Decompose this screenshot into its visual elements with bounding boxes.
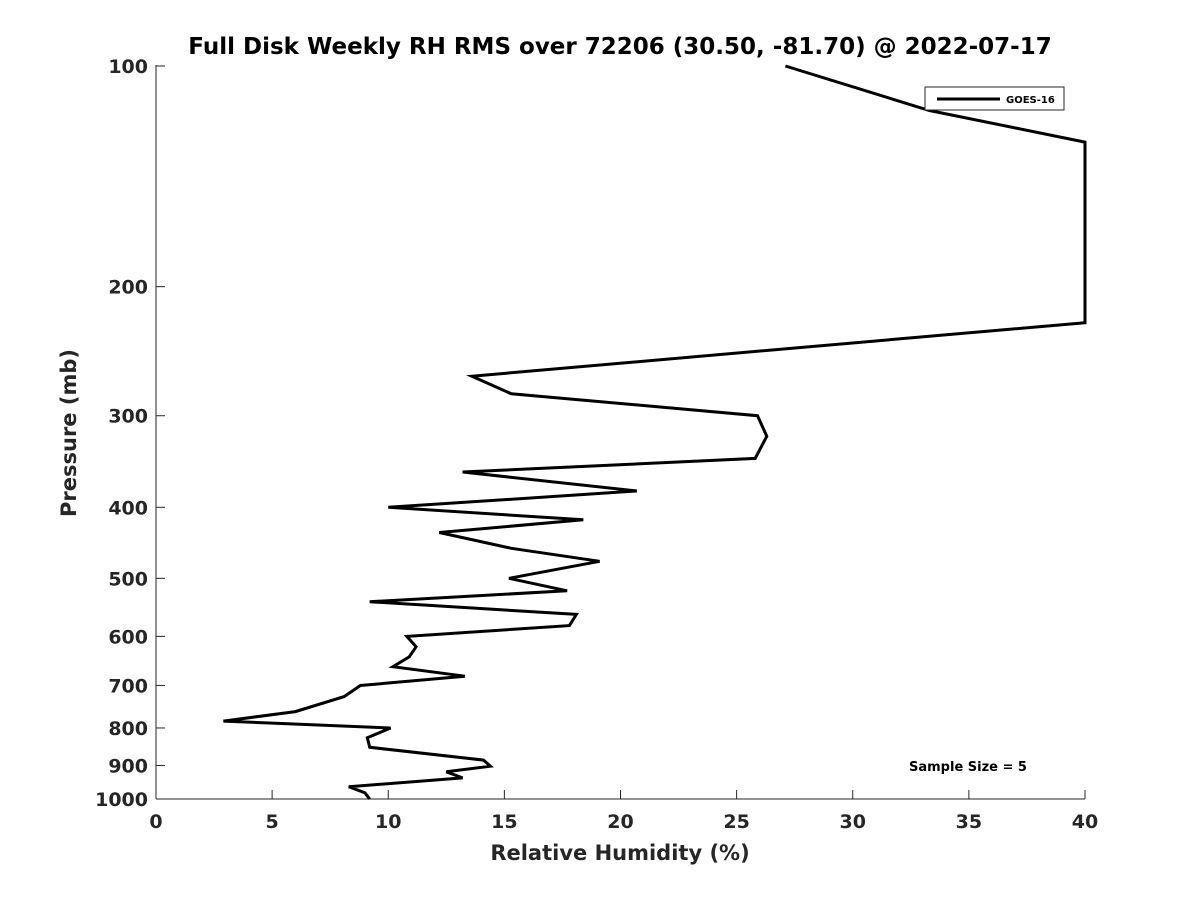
y-tick-label: 700 xyxy=(108,675,148,697)
y-tick-label: 400 xyxy=(108,497,148,519)
x-tick-label: 10 xyxy=(375,811,401,833)
plot-lines xyxy=(223,64,1087,800)
y-tick-label: 900 xyxy=(108,755,148,777)
y-axis-ticks: 100 200 300 400 500 600 700 800 900 1000 xyxy=(95,56,165,811)
y-tick-label: 100 xyxy=(108,56,148,78)
x-tick-label: 5 xyxy=(266,811,279,833)
x-tick-label: 0 xyxy=(149,811,162,833)
chart-title: Full Disk Weekly RH RMS over 72206 (30.5… xyxy=(188,34,1051,60)
x-axis-label: Relative Humidity (%) xyxy=(490,841,749,865)
y-tick-label: 200 xyxy=(108,277,148,299)
x-tick-label: 35 xyxy=(956,811,982,833)
y-tick-label: 1000 xyxy=(95,789,148,811)
y-tick-label: 800 xyxy=(108,718,148,740)
x-tick-label: 15 xyxy=(491,811,517,833)
legend-label-goes-16: GOES-16 xyxy=(1006,95,1055,106)
y-axis-label: Pressure (mb) xyxy=(57,349,81,517)
series-line-goes-16 xyxy=(223,64,1087,800)
y-tick-label: 600 xyxy=(108,626,148,648)
x-axis-ticks: 0 5 10 15 20 25 30 35 40 xyxy=(149,790,1098,833)
sample-size-annotation: Sample Size = 5 xyxy=(909,760,1027,775)
x-tick-label: 30 xyxy=(840,811,866,833)
x-tick-label: 25 xyxy=(723,811,749,833)
y-tick-label: 500 xyxy=(108,568,148,590)
x-tick-label: 40 xyxy=(1072,811,1098,833)
legend: GOES-16 xyxy=(924,86,1065,111)
y-tick-label: 300 xyxy=(108,406,148,428)
x-tick-label: 20 xyxy=(607,811,633,833)
